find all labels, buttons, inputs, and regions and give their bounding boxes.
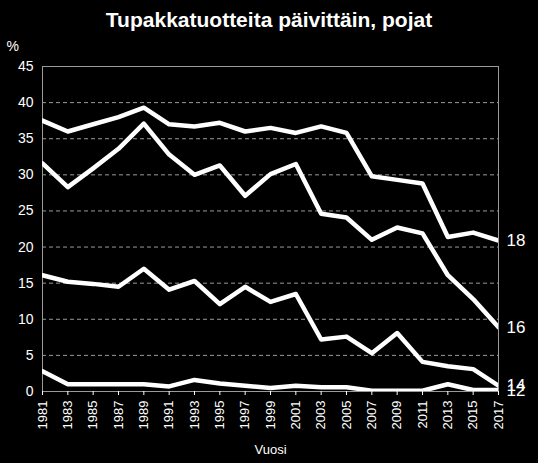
svg-text:18: 18 <box>507 231 526 250</box>
svg-text:1997: 1997 <box>237 401 252 430</box>
svg-text:1985: 1985 <box>85 401 100 430</box>
svg-text:1995: 1995 <box>212 401 227 430</box>
svg-text:16: 16 <box>507 318 526 337</box>
svg-text:2013: 2013 <box>440 401 455 430</box>
svg-text:%: % <box>7 38 19 54</box>
svg-text:1981: 1981 <box>35 401 50 430</box>
svg-text:5: 5 <box>26 347 34 363</box>
svg-text:1993: 1993 <box>187 401 202 430</box>
svg-text:2017: 2017 <box>491 401 506 430</box>
svg-text:2001: 2001 <box>288 401 303 430</box>
svg-text:1989: 1989 <box>136 401 151 430</box>
svg-text:25: 25 <box>18 202 34 218</box>
svg-text:2005: 2005 <box>339 401 354 430</box>
svg-text:35: 35 <box>18 130 34 146</box>
svg-text:2007: 2007 <box>364 401 379 430</box>
html-text:Tupakkatuotteita päivittäin, p: Tupakkatuotteita päivittäin, pojat <box>105 8 433 31</box>
svg-text:30: 30 <box>18 166 34 182</box>
svg-text:10: 10 <box>18 311 34 327</box>
svg-text:2003: 2003 <box>313 401 328 430</box>
svg-text:15: 15 <box>18 275 34 291</box>
svg-text:1983: 1983 <box>60 401 75 430</box>
svg-text:2009: 2009 <box>389 401 404 430</box>
svg-text:1987: 1987 <box>111 401 126 430</box>
svg-text:12: 12 <box>507 380 526 399</box>
svg-text:1999: 1999 <box>263 401 278 430</box>
svg-text:Vuosi: Vuosi <box>254 442 286 457</box>
svg-text:40: 40 <box>18 94 34 110</box>
svg-text:20: 20 <box>18 239 34 255</box>
svg-text:1991: 1991 <box>161 401 176 430</box>
svg-text:2011: 2011 <box>415 401 430 429</box>
svg-text:2015: 2015 <box>465 401 480 430</box>
svg-text:45: 45 <box>18 58 34 74</box>
svg-text:0: 0 <box>26 383 34 399</box>
